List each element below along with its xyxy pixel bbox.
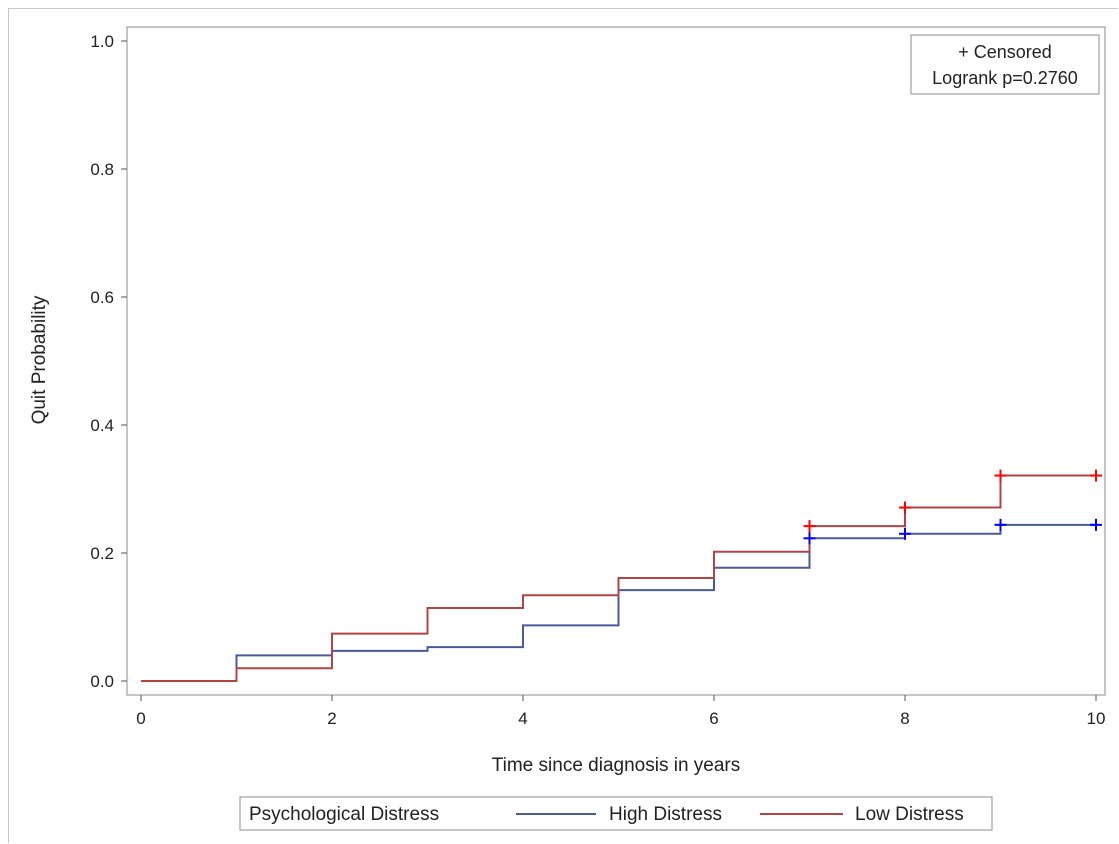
x-axis: 0 2 4 6 8 10 [136, 695, 1105, 728]
chart-frame [8, 8, 1118, 843]
legend-label-high-distress: High Distress [609, 804, 722, 825]
legend-title: Psychological Distress [249, 804, 439, 825]
plot-area [126, 26, 1106, 696]
censor-mark-low-distress [1090, 469, 1102, 482]
x-axis-title: Time since diagnosis in years [492, 755, 741, 776]
y-tick-label: 0.8 [90, 160, 114, 179]
logrank-note: Logrank p=0.2760 [932, 68, 1078, 88]
x-tick-label: 10 [1087, 709, 1106, 728]
legend-label-low-distress: Low Distress [855, 804, 964, 825]
censor-mark-high-distress [1090, 518, 1102, 531]
y-tick-label: 0.0 [90, 672, 114, 691]
inset-box: + Censored Logrank p=0.2760 [910, 34, 1100, 95]
y-axis-title: Quit Probability [29, 295, 50, 424]
legend: Psychological Distress High Distress Low… [239, 796, 993, 831]
y-tick-label: 0.4 [90, 416, 114, 435]
x-tick-label: 2 [327, 709, 336, 728]
x-tick-label: 0 [136, 709, 145, 728]
censor-mark-high-distress [803, 532, 816, 545]
y-axis: 0.0 0.2 0.4 0.6 0.8 1.0 [90, 32, 127, 691]
x-tick-label: 8 [900, 709, 909, 728]
censor-mark-high-distress [899, 527, 911, 540]
x-tick-label: 6 [709, 709, 718, 728]
censor-marks [803, 469, 1102, 545]
y-tick-label: 1.0 [90, 32, 114, 51]
censor-mark-high-distress [994, 518, 1007, 531]
y-tick-label: 0.6 [90, 288, 114, 307]
x-tick-label: 4 [518, 709, 527, 728]
y-tick-label: 0.2 [90, 544, 114, 563]
censor-mark-low-distress [994, 469, 1007, 482]
censor-mark-low-distress [899, 501, 911, 514]
censor-mark-low-distress [803, 520, 816, 533]
censored-note: + Censored [958, 42, 1052, 62]
